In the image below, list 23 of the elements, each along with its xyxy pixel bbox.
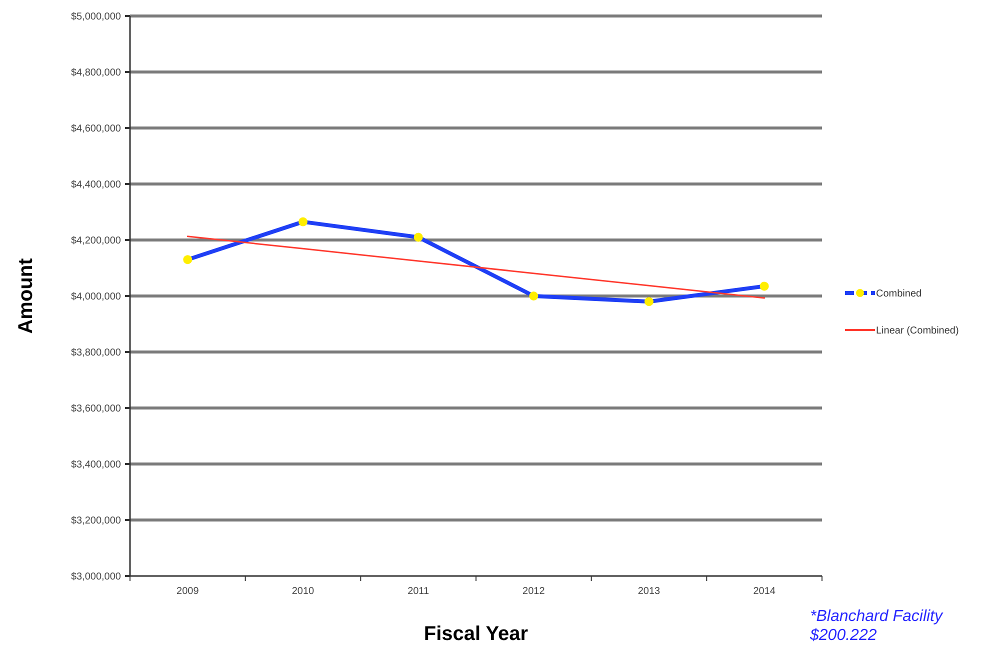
text: *Blanchard Facility $200.222 <box>809 608 947 644</box>
y-tick-label: $5,000,000 <box>70 12 122 22</box>
y-tick-label: $3,000,000 <box>70 572 122 582</box>
line-series <box>186 236 766 299</box>
y-tick-label: $4,800,000 <box>70 68 122 78</box>
x-tick-label: 2014 <box>753 586 776 597</box>
x-tick-label: 2013 <box>638 586 661 597</box>
y-tick-label: $3,800,000 <box>70 348 122 358</box>
x-tick-label: 2009 <box>176 586 200 597</box>
y-tick-label: $4,200,000 <box>70 236 122 246</box>
legend-label: Combined <box>876 288 922 300</box>
y-tick-label: $4,600,000 <box>70 124 122 134</box>
y-tick-label: $3,200,000 <box>70 516 122 526</box>
y-tick-label: $4,400,000 <box>70 180 122 190</box>
y-axis-title: Amount <box>15 258 37 334</box>
x-axis-title: Fiscal Year <box>424 623 528 645</box>
y-tick-label: $3,400,000 <box>70 460 122 470</box>
y-tick-label: $3,600,000 <box>70 404 122 414</box>
x-tick-label: 2010 <box>292 586 315 597</box>
legend-label: Linear (Combined) <box>876 326 959 336</box>
x-tick-label: 2012 <box>522 586 546 597</box>
x-tick-label: 2011 <box>408 586 430 597</box>
y-tick-label: $4,000,000 <box>70 292 122 302</box>
